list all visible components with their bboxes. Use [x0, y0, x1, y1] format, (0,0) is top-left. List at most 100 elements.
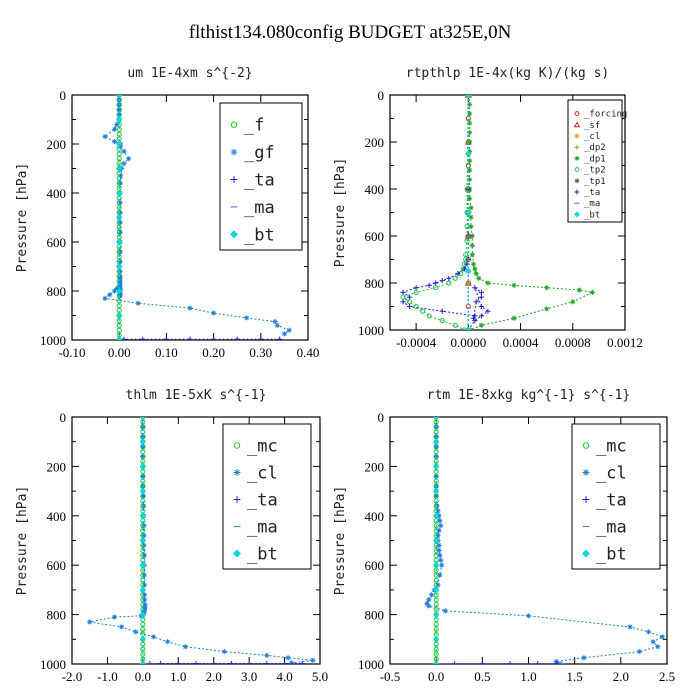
series-line-ta	[402, 95, 489, 330]
legend: _mc _cl _ta _ma _bt	[571, 423, 661, 570]
data-point	[400, 299, 406, 305]
data-point	[116, 287, 123, 295]
data-point	[139, 417, 147, 421]
data-point	[117, 229, 123, 235]
y-tick-label: 800	[365, 608, 385, 623]
panel-1: um 1E-4xm s^{-2} Pressure [hPa] 0 200 400 600…	[15, 66, 319, 360]
data-point	[272, 319, 278, 325]
data-point	[116, 205, 122, 211]
x-tick-label: -0.0004	[396, 335, 437, 350]
legend-marker	[233, 469, 241, 476]
data-point	[258, 336, 264, 340]
data-point	[140, 646, 146, 652]
data-point	[438, 557, 444, 563]
data-point	[116, 263, 123, 270]
data-point	[467, 148, 473, 154]
data-point	[627, 624, 633, 630]
data-point	[433, 611, 440, 618]
data-point	[434, 503, 440, 509]
x-tick-label: 3.0	[241, 669, 257, 684]
data-point	[433, 285, 439, 291]
legend-box	[567, 99, 623, 223]
data-point	[461, 266, 468, 272]
data-point	[433, 586, 440, 594]
data-point	[121, 148, 127, 154]
data-point	[469, 233, 475, 239]
data-point	[452, 275, 458, 281]
data-point	[117, 293, 123, 299]
data-point	[111, 288, 118, 294]
data-point	[433, 512, 440, 519]
x-tick-label: 4.0	[276, 669, 292, 684]
data-point	[139, 537, 147, 544]
panel-4: rtm 1E-8xkg kg^{-1} s^{-1} Pressure [hPa]…	[333, 388, 675, 684]
data-point	[135, 300, 141, 306]
legend-marker	[573, 121, 581, 128]
legend-label: _mc	[247, 437, 278, 457]
data-point	[433, 660, 440, 664]
data-point	[140, 651, 146, 657]
legend-label: _ta	[584, 188, 600, 198]
data-point	[469, 252, 475, 258]
data-point	[139, 586, 147, 594]
data-point	[650, 639, 656, 645]
y-tick-label: 200	[365, 459, 385, 474]
data-point	[465, 268, 472, 275]
y-tick-label: 800	[365, 276, 385, 291]
series-layer	[400, 95, 595, 330]
data-point	[87, 619, 93, 625]
legend-label: _dp1	[584, 154, 606, 164]
data-point	[281, 660, 288, 664]
data-point	[472, 266, 478, 272]
data-point	[553, 661, 559, 664]
x-tick-label: 2.0	[206, 669, 222, 684]
legend-label: _f	[244, 116, 264, 136]
panel-title: um 1E-4xm s^{-2}	[127, 66, 252, 81]
data-point	[139, 487, 147, 495]
legend-label: _ma	[596, 518, 627, 538]
data-point	[407, 299, 413, 305]
data-point	[461, 327, 467, 330]
data-point	[428, 592, 435, 598]
data-point	[433, 417, 440, 421]
data-point	[114, 121, 120, 127]
data-point	[299, 660, 305, 664]
data-point	[424, 600, 430, 607]
data-point	[433, 562, 440, 569]
data-point	[437, 552, 443, 558]
data-point	[116, 224, 122, 230]
y-tick-label: 1000	[358, 323, 384, 338]
panel-3: thlm 1E-5xK s^{-1} Pressure [hPa] 0 200 400 6…	[15, 388, 328, 684]
data-point	[111, 138, 118, 145]
legend-label: _cl	[247, 464, 278, 484]
data-point	[165, 639, 171, 645]
legend-marker	[582, 469, 590, 476]
x-tick-label: -2.0	[62, 669, 83, 684]
data-point	[433, 651, 439, 657]
data-point	[485, 308, 491, 314]
data-point	[436, 528, 442, 534]
data-point	[464, 238, 470, 244]
y-tick-label: 200	[47, 137, 67, 152]
data-point	[426, 603, 432, 609]
legend-label: _ta	[244, 171, 275, 191]
series-layer	[102, 95, 292, 340]
data-point	[234, 336, 240, 340]
legend-marker	[233, 549, 241, 558]
legend-label: _tp2	[584, 166, 606, 176]
data-point	[246, 660, 252, 664]
data-point	[507, 661, 513, 664]
data-point	[140, 473, 146, 479]
data-point	[467, 111, 473, 117]
legend: _f _gf _ta _ma _bt	[219, 102, 303, 251]
data-point	[102, 134, 108, 140]
legend-label: _bt	[244, 225, 275, 245]
data-point	[274, 322, 280, 328]
y-axis-label: Pressure [hPa]	[15, 163, 30, 273]
data-point	[467, 101, 473, 107]
data-point	[118, 173, 124, 179]
panel-title: rtpthlp 1E-4x(kg K)/(kg s)	[406, 66, 610, 81]
data-point	[468, 224, 474, 230]
legend-label: _ma	[247, 518, 278, 538]
data-point	[140, 503, 147, 509]
